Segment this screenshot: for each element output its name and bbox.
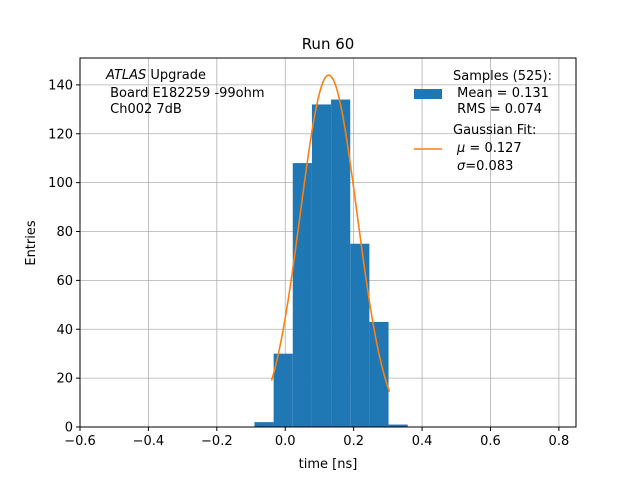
x-tick-label: −0.6 [64,434,96,449]
channel-label: Ch002 7dB [106,102,182,117]
y-tick-label: 120 [48,127,73,142]
y-tick-label: 100 [48,176,73,191]
x-tick-label: 0.6 [480,434,501,449]
x-axis-label: time [ns] [299,457,358,472]
y-tick-label: 40 [56,323,73,338]
legend-samples-mean: Mean = 0.131 [453,86,549,101]
board-label: Board E182259 -99ohm [106,86,265,101]
legend-fit-sigma-symbol: σ [457,159,466,174]
histogram-bars [254,99,408,428]
svg-text:μ = 0.127: μ = 0.127 [456,141,522,156]
y-tick-label: 80 [56,225,73,240]
y-tick-label: 60 [56,274,73,289]
y-tick-label: 20 [56,372,73,387]
atlas-label: ATLAS [105,68,146,83]
histogram-bar [350,243,370,427]
y-tick-label: 140 [48,78,73,93]
svg-text:σ=0.083: σ=0.083 [457,159,513,174]
y-axis-label: Entries [24,220,39,266]
legend-fit-title: Gaussian Fit: [453,123,536,138]
chart-title: Run 60 [302,35,355,53]
legend: Samples (525): Mean = 0.131 RMS = 0.074 … [414,69,552,174]
x-tick-label: 0.8 [549,434,570,449]
upgrade-label: Upgrade [146,68,206,83]
y-axis-ticks: 0 20 40 60 80 100 120 140 [48,78,80,436]
gaussian-fit-curve [270,74,391,392]
legend-samples-swatch [414,89,442,99]
plot-frame [79,57,577,428]
histogram-bar [388,424,408,427]
atlas-annotation: ATLAS Upgrade Board E182259 -99ohm Ch002… [105,68,265,117]
x-axis-ticks: −0.6 −0.4 −0.2 0.0 0.2 0.4 0.6 0.8 [64,427,569,449]
y-tick-label: 0 [65,421,73,436]
x-tick-label: 0.2 [343,434,364,449]
legend-samples-rms: RMS = 0.074 [453,102,542,117]
legend-fit-sigma-value: =0.083 [465,159,513,174]
legend-fit-mu-value: = 0.127 [465,141,521,156]
x-tick-label: −0.4 [133,434,165,449]
histogram-bar [369,321,389,427]
legend-fit-mu-symbol: μ [456,141,465,156]
x-tick-label: 0.0 [275,434,296,449]
legend-samples-title: Samples (525): [453,69,552,84]
histogram-bar [311,104,332,427]
histogram-bar [331,99,351,428]
histogram-bar [254,422,274,427]
x-tick-label: −0.2 [201,434,233,449]
histogram-bar [273,353,293,427]
svg-text:ATLAS Upgrade: ATLAS Upgrade [105,68,206,83]
x-tick-label: 0.4 [412,434,433,449]
